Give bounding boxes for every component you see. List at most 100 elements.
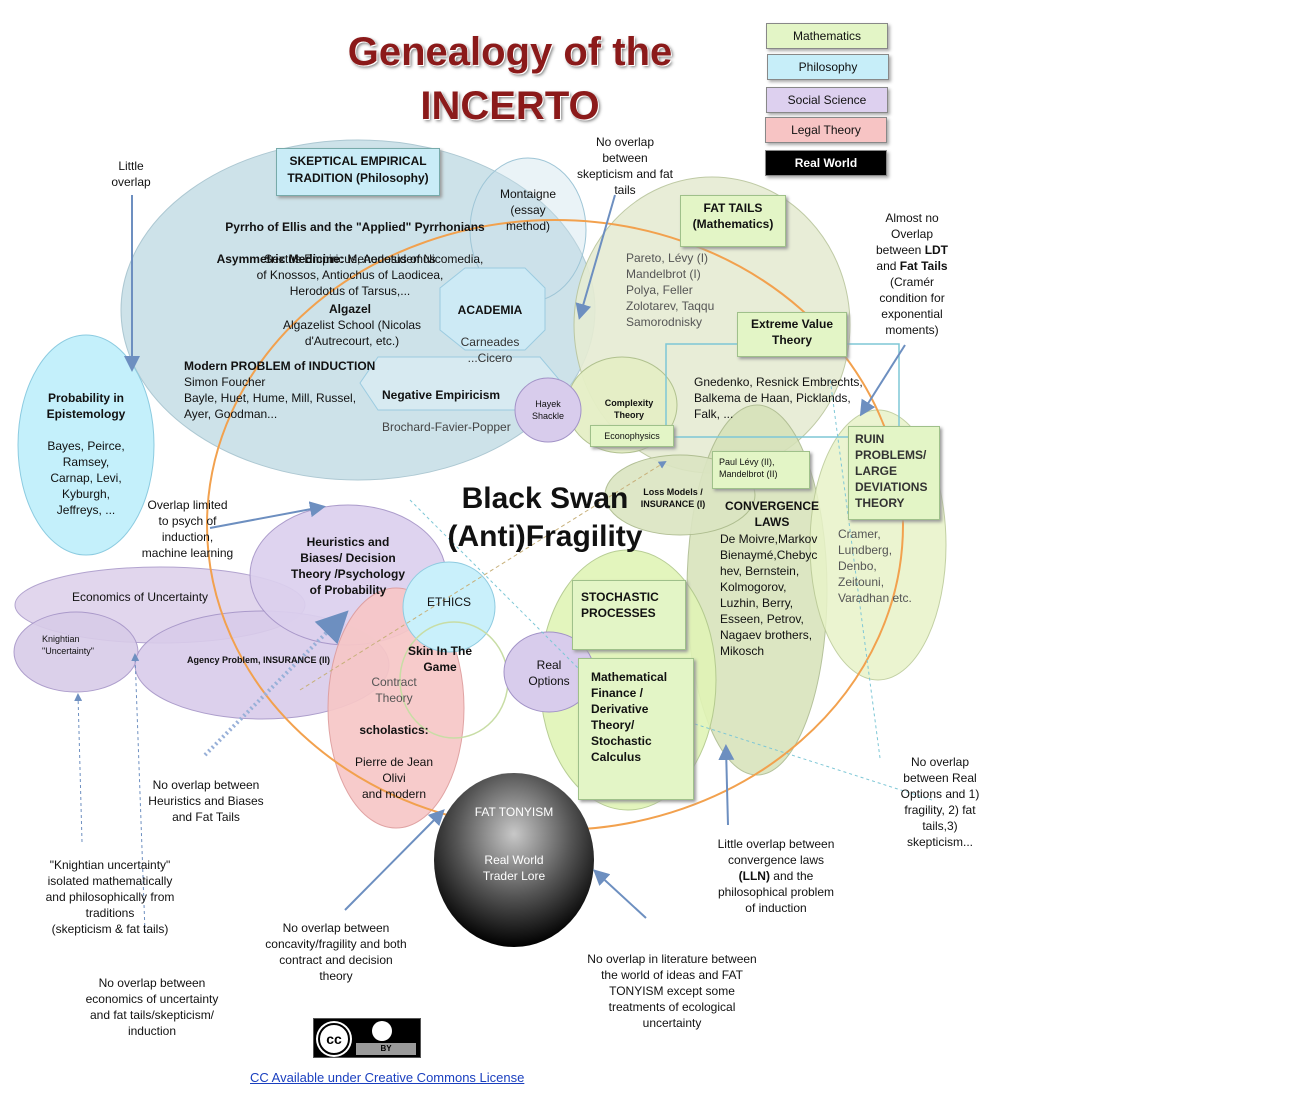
agency-label: Agency Problem, INSURANCE (II) <box>187 655 331 665</box>
note-real-options: No overlap between Real Options and 1) f… <box>900 755 980 849</box>
academia-octagon <box>439 267 546 351</box>
arrow-lln <box>718 744 735 826</box>
note-lln-post: and the philosophical problem of inducti… <box>717 869 835 915</box>
skeptical-tradition-header: SKEPTICAL EMPIRICAL TRADITION (Philosoph… <box>276 148 440 196</box>
stochastic-processes-box: STOCHASTIC PROCESSES <box>572 580 686 650</box>
note-overlap-limited: Overlap limited to psych of induction, m… <box>141 498 234 560</box>
evt-names: Gnedenko, Resnick Embrechts, Balkema de … <box>694 375 863 421</box>
negative-empiricism-names: Brochard-Favier-Popper <box>382 420 511 434</box>
dash-knightian <box>74 693 83 843</box>
convergence-header: CONVERGENCE LAWS <box>724 499 819 529</box>
montaigne-label: Montaigne (essay method) <box>499 187 557 233</box>
ethics-label: ETHICS <box>426 595 471 609</box>
arrow-literature <box>593 869 647 919</box>
note-ldt-bold-1: LDT <box>924 243 949 257</box>
note-ldt-mid: and <box>876 259 897 273</box>
dash-skepticism <box>409 499 591 681</box>
black-swan-center: Black Swan (Anti)Fragility <box>440 480 650 556</box>
fat-tonyism-ellipse <box>434 773 594 947</box>
fat-tails-header: FAT TAILS (Mathematics) <box>680 195 786 247</box>
note-lln-bold: (LLN) <box>738 869 770 883</box>
connector-arrows <box>124 194 906 919</box>
probability-epistemology-names: Bayes, Peirce, Ramsey, Carnap, Levi, Kyb… <box>47 439 125 517</box>
induction-title: Modern PROBLEM of INDUCTION <box>184 359 376 373</box>
probability-epistemology-ellipse <box>17 334 155 556</box>
academia-names: Carneades ...Cicero <box>460 335 520 365</box>
legend-mathematics: Mathematics <box>766 23 888 49</box>
page-title: Genealogy of the INCERTO <box>300 25 720 133</box>
fat-tonyism-sub: Real World Trader Lore <box>482 853 546 883</box>
contract-title: Contract Theory <box>371 675 417 705</box>
algazelist-school: Algazelist School (Nicolas d'Autrecourt,… <box>282 318 422 348</box>
cc-license-link[interactable]: CC Available under Creative Commons Lice… <box>250 1070 525 1085</box>
cc-logo: cc BY <box>313 1018 421 1058</box>
hayek-label: Hayek Shackle <box>531 399 565 421</box>
dash-real-options-2 <box>829 377 881 759</box>
by-person-icon <box>372 1021 392 1041</box>
note-lln: Little overlap between convergence laws … <box>706 836 846 916</box>
contract-bold: scholastics: <box>359 723 429 737</box>
complexity-label: Complexity Theory <box>604 398 654 420</box>
probability-epistemology-title: Probability in Epistemology <box>46 391 126 421</box>
note-ldt-post: (Cramér condition for exponential moment… <box>879 275 945 337</box>
skin-label: Skin In The Game <box>407 644 472 674</box>
title-line-1: Genealogy of the <box>347 30 673 74</box>
dash-knightian-2 <box>131 653 146 933</box>
asymmetric-medicine-label: Asymmetric Medicine: <box>216 252 344 266</box>
note-economics: No overlap between economics of uncertai… <box>85 976 219 1038</box>
note-lln-pre: Little overlap between convergence laws <box>717 837 835 867</box>
contract-names: Pierre de Jean Olivi and modern <box>354 755 434 801</box>
pyrrhonian-names: Sextus Empiricus, Aenesidemus of Knossos… <box>256 252 444 298</box>
legend-legal-theory: Legal Theory <box>765 117 887 143</box>
economics-uncertainty-label: Economics of Uncertainty <box>71 590 209 604</box>
cc-logo-text: cc <box>318 1023 350 1055</box>
algazel: Algazel <box>328 302 371 316</box>
loss-models-label: Loss Models / INSURANCE (I) <box>640 487 706 509</box>
legend-real-world: Real World <box>765 150 887 176</box>
knightian-ellipse <box>13 611 139 693</box>
center-line-2: (Anti)Fragility <box>447 520 643 553</box>
arrow-ldt <box>859 344 906 417</box>
fat-tonyism-title: FAT TONYISM <box>474 805 554 819</box>
pyrrho-title: Pyrrho of Ellis and the "Applied" Pyrrho… <box>225 220 485 234</box>
note-heuristics-fat-tails: No overlap between Heuristics and Biases… <box>148 778 264 824</box>
title-line-2: INCERTO <box>420 84 600 128</box>
note-ldt-pre: Almost no Overlap between <box>875 211 939 257</box>
note-ldt: Almost no Overlap between LDT and Fat Ta… <box>862 210 962 338</box>
econophysics-label: Econophysics <box>590 425 674 447</box>
real-options-label: Real Options <box>528 658 570 688</box>
fat-tails-names: Pareto, Lévy (I) Mandelbrot (I) Polya, F… <box>626 251 715 329</box>
dashed-links <box>74 377 933 933</box>
hayek-circle <box>514 377 582 443</box>
knightian-label: Knightian "Uncertainty" <box>42 634 94 656</box>
induction-names: Simon Foucher Bayle, Huet, Hume, Mill, R… <box>184 375 357 421</box>
ruin-header: RUIN PROBLEMS/ LARGE DEVIATIONS THEORY <box>848 426 940 520</box>
note-ldt-bold-2: Fat Tails <box>899 259 948 273</box>
asymmetric-medicine-text: Menodotus of Nicomedia, <box>343 252 484 266</box>
heuristics-label: Heuristics and Biases/ Decision Theory /… <box>290 535 406 597</box>
note-skepticism-fat-tails: No overlap between skepticism and fat ta… <box>576 135 674 197</box>
arrow-concavity <box>344 809 445 911</box>
math-finance-box: Mathematical Finance / Derivative Theory… <box>578 658 694 800</box>
note-little-overlap: Little overlap <box>111 159 151 189</box>
paul-levy-label: Paul Lévy (II), Mandelbrot (II) <box>712 451 810 489</box>
arrow-overlap-limited <box>209 501 326 529</box>
convergence-names: De Moivre,Markov Bienaymé,Chebyc hev, Be… <box>720 532 818 658</box>
academia-label: ACADEMIA Carneades ...Cicero <box>445 286 535 382</box>
negative-empiricism-title: Negative Empiricism <box>382 388 501 402</box>
note-concavity: No overlap between concavity/fragility a… <box>265 921 407 983</box>
legend-philosophy: Philosophy <box>767 54 889 80</box>
legend-social-science: Social Science <box>766 87 888 113</box>
asymmetric-medicine: Asymmetric Medicine: Menodotus of Nicome… <box>190 235 510 267</box>
arrow-skepticism-fat-tails <box>575 194 616 320</box>
contract-label: Contract Theory scholastics: Pierre de J… <box>344 658 444 818</box>
ruin-names: Cramer, Lundberg, Denbo, Zeitouni, Varad… <box>838 527 912 605</box>
academia-title: ACADEMIA <box>457 303 523 317</box>
note-literature: No overlap in literature between the wor… <box>587 952 757 1030</box>
dash-real-options <box>619 699 933 801</box>
dash-econ <box>299 460 667 691</box>
probability-epistemology-label: Probability in Epistemology Bayes, Peirc… <box>28 374 144 534</box>
cc-by-label: BY <box>356 1043 416 1055</box>
center-line-1: Black Swan <box>461 482 629 515</box>
note-knightian-isolated: "Knightian uncertainty" isolated mathema… <box>45 858 175 936</box>
